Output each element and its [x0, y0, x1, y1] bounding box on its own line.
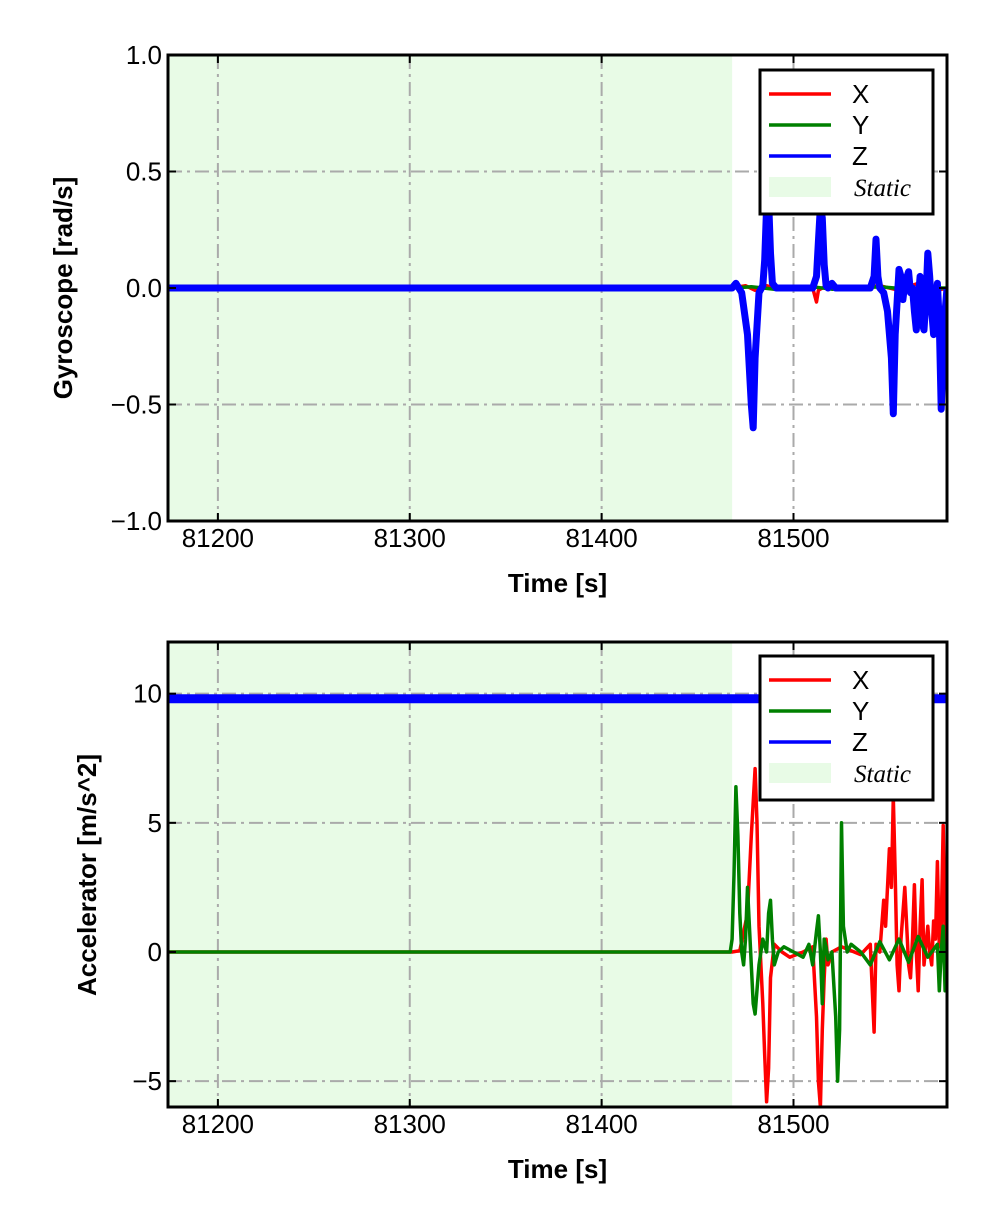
- static-region: [168, 642, 733, 1107]
- x-tick-label: 81300: [374, 523, 446, 553]
- y-tick-label: −1.0: [111, 506, 162, 536]
- legend-label-static: Static: [854, 761, 911, 788]
- legend-label-z: Z: [852, 141, 868, 171]
- y-tick-label: −0.5: [111, 390, 162, 420]
- legend-label-y: Y: [852, 110, 869, 140]
- chart-panel-1: 81200 81300 81400 81500 1.0 0.5 0.0 −0.5 −1.0 Tim…: [48, 40, 949, 598]
- y-tick-label: 10: [133, 679, 162, 709]
- y-tick-label: 0.5: [126, 157, 162, 187]
- y-tick-label: 0.0: [126, 273, 162, 303]
- y-tick-label: 0: [148, 937, 162, 967]
- y-axis-label: Accelerator [m/s^2]: [72, 754, 102, 996]
- legend-label-z: Z: [852, 727, 868, 757]
- x-tick-label: 81400: [565, 523, 637, 553]
- x-tick-label: 81200: [182, 523, 254, 553]
- legend-label-x: X: [852, 79, 869, 109]
- x-tick-label: 81200: [182, 1109, 254, 1139]
- axes-frame: [166, 640, 949, 1109]
- y-tick-label: 5: [148, 808, 162, 838]
- series-y-line: [168, 784, 947, 1083]
- x-tick-label: 81400: [565, 1109, 637, 1139]
- legend-swatch-static: [769, 763, 831, 783]
- y-tick-label: 1.0: [126, 40, 162, 70]
- legend: XYZ Static: [758, 68, 935, 216]
- legend-label-x: X: [852, 665, 869, 695]
- x-axis-label: Time [s]: [508, 568, 607, 598]
- legend-label-static: Static: [854, 175, 911, 202]
- x-axis-label: Time [s]: [508, 1154, 607, 1184]
- legend-label-y: Y: [852, 696, 869, 726]
- x-tick-label: 81300: [374, 1109, 446, 1139]
- y-axis-label: Gyroscope [rad/s]: [48, 177, 78, 400]
- legend-swatch-static: [769, 177, 831, 197]
- x-tick-label: 81500: [757, 1109, 829, 1139]
- y-tick-label: −5: [132, 1066, 162, 1096]
- chart-panel-2: 81200 81300 81400 81500 10 5 0 −5 Time [s] Accele…: [72, 640, 949, 1184]
- series-z-line: [168, 196, 947, 432]
- x-tick-label: 81500: [757, 523, 829, 553]
- legend: XYZ Static: [758, 654, 935, 802]
